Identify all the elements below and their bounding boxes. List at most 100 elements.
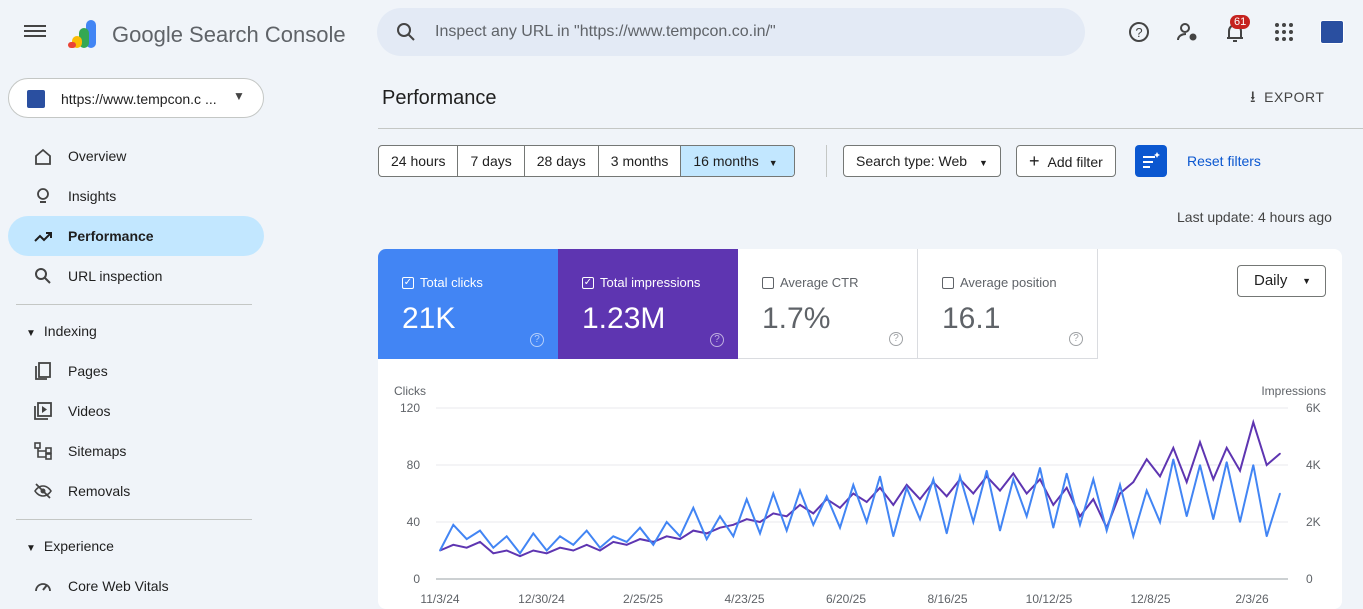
data-point-clicks	[585, 529, 588, 532]
sidebar-item-label: Removals	[68, 483, 131, 499]
data-point-clicks	[612, 535, 615, 538]
sidebar-item-url-inspection[interactable]: URL inspection	[8, 256, 264, 296]
data-point-clicks	[892, 535, 895, 538]
section-indexing[interactable]: ▼ Indexing	[26, 323, 97, 339]
data-point-clicks	[692, 507, 695, 509]
data-point-impressions	[1119, 492, 1121, 495]
checkbox-checked[interactable]: ✓	[402, 276, 414, 289]
notification-badge: 61	[1230, 15, 1251, 29]
data-point-clicks	[532, 532, 535, 535]
sitemap-icon	[34, 442, 52, 460]
search-placeholder: Inspect any URL in "https://www.tempcon.…	[435, 23, 776, 40]
data-point-clicks	[785, 529, 788, 532]
data-point-clicks	[1052, 526, 1055, 529]
filter-settings-icon[interactable]	[1135, 145, 1167, 177]
data-point-clicks	[1212, 518, 1215, 520]
series-line-impressions	[439, 418, 1281, 558]
data-point-impressions	[519, 555, 521, 557]
data-point-clicks	[452, 524, 455, 526]
data-point-impressions	[772, 512, 775, 515]
granularity-select[interactable]: Daily ▼	[1237, 265, 1326, 297]
data-point-clicks	[932, 478, 935, 481]
search-type-filter[interactable]: Search type: Web ▼	[843, 145, 1001, 177]
help-icon[interactable]: ?	[1069, 332, 1083, 346]
sidebar-item-videos[interactable]: Videos	[8, 391, 264, 431]
data-point-impressions	[1012, 472, 1015, 475]
data-point-clicks	[545, 549, 548, 552]
data-point-impressions	[545, 552, 548, 555]
data-point-clicks	[519, 552, 521, 555]
range-7-days[interactable]: 7 days	[458, 146, 525, 176]
data-point-impressions	[972, 492, 975, 495]
y2-axis-title: Impressions	[1261, 384, 1326, 398]
divider	[378, 128, 1363, 129]
data-point-impressions	[785, 515, 788, 518]
section-experience[interactable]: ▼ Experience	[26, 538, 114, 554]
sidebar-item-sitemaps[interactable]: Sitemaps	[8, 431, 264, 471]
range-3-months[interactable]: 3 months	[599, 146, 682, 176]
y2-tick-label: 2K	[1306, 515, 1321, 529]
menu-icon[interactable]	[24, 22, 46, 40]
metric-total-clicks[interactable]: ✓ Total clicks 21K?	[378, 249, 558, 359]
data-point-impressions	[1052, 504, 1055, 506]
y2-tick-label: 6K	[1306, 401, 1321, 415]
range-16-months[interactable]: 16 months ▼	[681, 146, 794, 176]
data-point-impressions	[745, 518, 748, 520]
help-icon[interactable]: ?	[1127, 20, 1151, 44]
y-tick-label: 120	[400, 401, 420, 415]
help-icon[interactable]: ?	[530, 333, 544, 347]
export-button[interactable]: ⭳ EXPORT	[1250, 86, 1324, 113]
data-point-clicks	[1159, 521, 1161, 523]
data-point-impressions	[705, 532, 708, 535]
data-point-impressions	[1185, 481, 1188, 483]
sidebar-item-insights[interactable]: Insights	[8, 176, 264, 216]
gauge-icon	[35, 583, 51, 592]
data-point-impressions	[1065, 487, 1068, 489]
sidebar-item-overview[interactable]: Overview	[8, 136, 264, 176]
checkbox-unchecked[interactable]	[942, 276, 954, 289]
data-point-clicks	[732, 535, 735, 538]
help-icon[interactable]: ?	[710, 333, 724, 347]
data-point-impressions	[572, 549, 575, 552]
metric-total-impressions[interactable]: ✓ Total impressions 1.23M?	[558, 249, 738, 359]
metric-average-ctr[interactable]: Average CTR 1.7%?	[738, 249, 918, 359]
checkbox-unchecked[interactable]	[762, 276, 774, 289]
checkbox-checked[interactable]: ✓	[582, 276, 594, 289]
metric-value: 1.23M	[582, 302, 666, 335]
divider	[826, 145, 827, 177]
sidebar-item-pages[interactable]: Pages	[8, 351, 264, 391]
data-point-impressions	[812, 512, 815, 515]
page-title: Performance	[382, 87, 497, 109]
add-filter-button[interactable]: + Add filter	[1016, 145, 1116, 177]
range-28-days[interactable]: 28 days	[525, 146, 599, 176]
search-type-label: Search type: Web	[856, 153, 968, 169]
video-icon	[34, 402, 52, 420]
sidebar-item-core-web-vitals[interactable]: Core Web Vitals	[8, 566, 264, 606]
divider	[16, 304, 252, 305]
metric-value: 21K	[402, 302, 456, 335]
data-point-impressions	[559, 546, 561, 549]
metric-average-position[interactable]: Average position 16.1?	[918, 249, 1098, 359]
range-24-hours[interactable]: 24 hours	[379, 146, 459, 176]
metric-label: Total clicks	[420, 275, 483, 290]
apps-grid-icon[interactable]	[1272, 20, 1296, 44]
metric-label: Average position	[960, 275, 1057, 290]
data-point-impressions	[1265, 464, 1268, 466]
reset-filters-link[interactable]: Reset filters	[1187, 153, 1261, 169]
section-label: Indexing	[43, 323, 97, 339]
help-icon[interactable]: ?	[889, 332, 903, 346]
data-point-impressions	[639, 538, 641, 540]
range-label: 16 months	[693, 153, 759, 169]
data-point-clicks	[879, 475, 881, 478]
x-tick-label: 2/25/25	[623, 592, 663, 606]
manage-users-icon[interactable]	[1175, 20, 1199, 44]
avatar[interactable]	[1320, 20, 1344, 44]
data-point-impressions	[465, 546, 468, 549]
property-selector[interactable]: https://www.tempcon.c ... ▼	[8, 78, 264, 118]
sidebar-item-removals[interactable]: Removals	[8, 471, 264, 511]
data-point-clicks	[1039, 467, 1041, 469]
data-point-clicks	[705, 538, 708, 540]
sidebar-item-performance[interactable]: Performance	[8, 216, 264, 256]
data-point-clicks	[1199, 464, 1201, 466]
url-inspect-search[interactable]: Inspect any URL in "https://www.tempcon.…	[377, 8, 1085, 56]
